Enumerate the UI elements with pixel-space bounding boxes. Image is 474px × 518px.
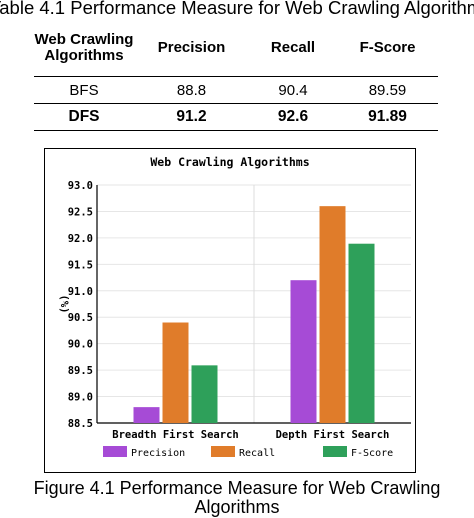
bar-f-score [348,243,375,423]
performance-table: Web Crawling Algorithms Precision Recall… [34,20,438,131]
y-tick-label: 88.5 [68,418,93,430]
table-caption: Table 4.1 Performance Measure for Web Cr… [0,0,474,18]
table-cell: 89.59 [337,76,438,104]
y-tick-label: 91.5 [68,259,93,271]
legend-label: F-Score [351,448,393,459]
bar-chart: Web Crawling Algorithms 88.5 89.0 89.5 90.0 9… [58,155,411,459]
y-tick-label: 92.5 [68,206,93,218]
table-header-row: Web Crawling Algorithms Precision Recall… [34,20,438,77]
table-cell: 90.4 [249,76,337,104]
legend-swatch [103,446,127,457]
chart-figure: Web Crawling Algorithms 88.5 89.0 89.5 90.0 9… [44,148,416,473]
table-cell: DFS [34,103,134,131]
y-tick-label: 89.5 [68,365,93,377]
table-cell: 88.8 [134,76,249,104]
bar-f-score [191,365,218,423]
y-axis-label: (%) [58,295,70,314]
y-tick-label: 90.0 [68,339,93,351]
y-tick-label: 92.0 [68,233,93,245]
table-cell: 91.89 [337,103,438,131]
x-tick-label: Depth First Search [276,429,390,441]
y-tick-label: 90.5 [68,312,93,324]
bar-precision [290,280,317,423]
header-recall: Recall [249,20,337,77]
y-tick-label: 93.0 [68,180,93,192]
bar-recall [319,206,346,423]
y-tick-label: 91.0 [68,286,93,298]
table-cell: 91.2 [134,103,249,131]
table-row: BFS 88.8 90.4 89.59 [34,76,438,104]
table-row: DFS 91.2 92.6 91.89 [34,103,438,131]
legend-swatch [211,446,235,457]
legend-label: Recall [239,448,275,459]
figure-caption-line-1: Figure 4.1 Performance Measure for Web C… [33,478,441,498]
chart-title: Web Crawling Algorithms [150,155,309,169]
figure-caption-line-2: Algorithms [194,497,280,517]
bar-recall [162,322,189,423]
y-tick-label: 89.0 [68,392,93,404]
header-fscore: F-Score [337,20,438,77]
figure-caption: Figure 4.1 Performance Measure for Web C… [0,479,474,517]
x-tick-label: Breadth First Search [112,429,238,441]
table-cell: 92.6 [249,103,337,131]
bar-precision [133,407,160,423]
table-cell: BFS [34,76,134,104]
legend-swatch [323,446,347,457]
header-precision: Precision [134,20,249,77]
legend-label: Precision [131,448,185,459]
header-algorithms: Web Crawling Algorithms [34,20,134,77]
